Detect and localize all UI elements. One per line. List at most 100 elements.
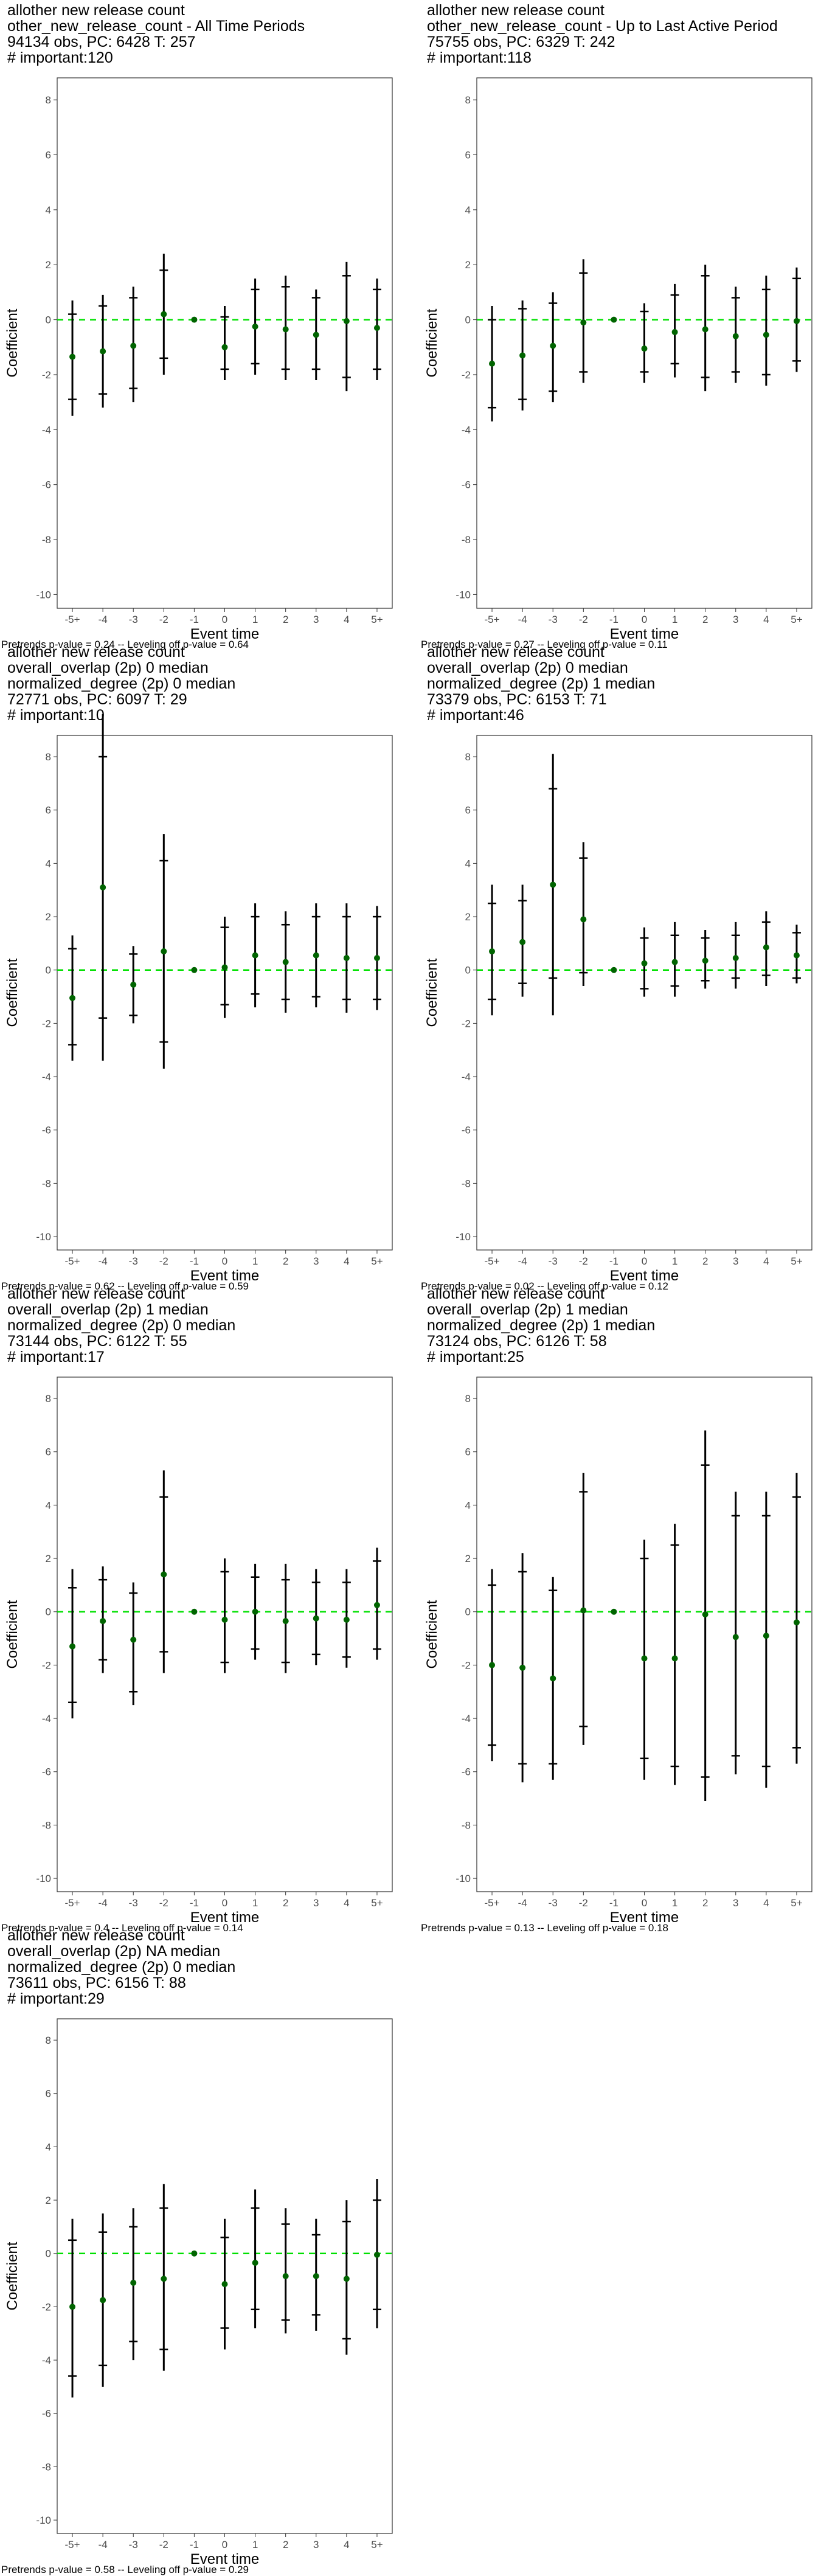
title-line: normalized_degree (2p) 1 median <box>427 675 656 692</box>
y-tick-label: -6 <box>42 1125 51 1136</box>
title-line: # important:46 <box>427 707 524 724</box>
y-tick-label: 2 <box>46 259 51 271</box>
y-tick-label: -8 <box>42 2461 51 2473</box>
y-axis-title: Coefficient <box>424 308 440 377</box>
x-tick-label: -1 <box>190 614 199 625</box>
coefficient-point <box>130 981 137 988</box>
coefficient-point <box>519 1664 526 1671</box>
coefficient-point <box>282 326 289 333</box>
chart-panel-1: allother new release count other_new_rele… <box>0 0 395 650</box>
coefficient-point <box>130 1636 137 1643</box>
panel-title: allother new release count other_new_rele… <box>7 2 305 66</box>
x-tick-label: -5+ <box>65 1897 80 1909</box>
title-line: 72771 obs, PC: 6097 T: 29 <box>7 691 187 708</box>
coefficient-point <box>550 881 556 888</box>
title-line: normalized_degree (2p) 0 median <box>7 1959 236 1976</box>
coefficient-point <box>343 318 350 324</box>
x-tick-label: -5+ <box>65 1255 80 1267</box>
title-line: # important:29 <box>7 1990 105 2007</box>
y-tick-label: -2 <box>462 1018 471 1029</box>
y-tick-label: -6 <box>462 1125 471 1136</box>
pvalue-footnote: Pretrends p-value = 0.58 -- Leveling off… <box>1 2564 249 2575</box>
title-line: 75755 obs, PC: 6329 T: 242 <box>427 33 615 50</box>
coefficient-point <box>489 360 496 367</box>
coefficient-point <box>489 1662 496 1668</box>
x-tick-label: 5+ <box>791 1255 802 1267</box>
coefficient-point <box>282 2273 289 2279</box>
y-tick-label: 2 <box>46 911 51 923</box>
x-tick-label: 2 <box>283 2539 288 2550</box>
x-tick-label: 0 <box>642 1897 647 1909</box>
x-tick-label: -5+ <box>65 614 80 625</box>
x-tick-label: -3 <box>129 2539 138 2550</box>
x-tick-label: -4 <box>518 1897 527 1909</box>
coefficient-point <box>191 2250 198 2257</box>
x-tick-label: -1 <box>609 614 618 625</box>
y-tick-label: -2 <box>42 2301 51 2313</box>
y-tick-label: 6 <box>465 150 471 161</box>
x-tick-label: -2 <box>579 1255 588 1267</box>
y-tick-label: 2 <box>465 259 471 271</box>
coefficient-point <box>732 333 739 339</box>
coefficient-point <box>763 944 769 951</box>
y-axis-title: Coefficient <box>4 2241 21 2310</box>
coefficient-point <box>282 1618 289 1625</box>
y-tick-label: -2 <box>42 369 51 381</box>
y-tick-label: 6 <box>46 2088 51 2100</box>
coefficient-point <box>100 884 106 890</box>
title-line: allother new release count <box>7 2 185 19</box>
pvalue-footnote: Pretrends p-value = 0.13 -- Leveling off… <box>421 1922 668 1934</box>
x-tick-label: 0 <box>222 1255 227 1267</box>
y-tick-label: -10 <box>36 589 51 600</box>
coefficient-point <box>282 959 289 965</box>
coefficient-point <box>580 319 587 326</box>
x-tick-label: 4 <box>344 1897 349 1909</box>
x-tick-label: 3 <box>313 614 319 625</box>
title-line: overall_overlap (2p) NA median <box>7 1943 221 1960</box>
x-tick-label: -3 <box>129 1255 138 1267</box>
coefficient-point <box>313 1615 319 1622</box>
coefficient-point <box>343 1616 350 1623</box>
coefficient-point <box>732 955 739 962</box>
coefficient-point <box>221 964 228 971</box>
x-tick-label: -4 <box>518 1255 527 1267</box>
y-tick-label: 0 <box>465 314 471 326</box>
coefficient-point <box>100 1618 106 1625</box>
x-tick-label: -5+ <box>485 1255 500 1267</box>
x-tick-label: 5+ <box>791 614 802 625</box>
y-axis-title: Coefficient <box>4 958 21 1027</box>
x-tick-label: 5+ <box>791 1897 802 1909</box>
coefficient-point <box>161 1571 167 1578</box>
x-tick-label: 3 <box>313 1897 319 1909</box>
y-tick-label: -4 <box>462 1713 471 1724</box>
title-line: allother new release count <box>427 2 604 19</box>
coefficient-point <box>221 344 228 350</box>
x-tick-label: 0 <box>642 614 647 625</box>
coefficient-point <box>373 325 380 332</box>
coefficient-point <box>550 1675 556 1682</box>
y-axis-title: Coefficient <box>4 1600 21 1668</box>
coefficient-point <box>100 2297 106 2303</box>
title-line: overall_overlap (2p) 0 median <box>7 659 209 676</box>
x-tick-label: -4 <box>99 1897 108 1909</box>
x-tick-label: -1 <box>190 1255 199 1267</box>
y-tick-label: 6 <box>46 1446 51 1458</box>
x-tick-label: 4 <box>344 614 349 625</box>
chart-panel-3: allother new release count overall_overla… <box>0 642 395 1292</box>
y-tick-label: -4 <box>462 1071 471 1083</box>
pvalue-footnote: Pretrends p-value = 0.24 -- Leveling off… <box>1 639 249 650</box>
x-tick-label: -4 <box>518 614 527 625</box>
coefficient-point <box>343 955 350 962</box>
x-tick-label: 3 <box>313 2539 319 2550</box>
y-tick-label: 2 <box>465 911 471 923</box>
y-tick-label: 4 <box>465 858 471 869</box>
y-tick-label: 0 <box>46 1606 51 1618</box>
title-line: # important:118 <box>427 49 532 66</box>
title-line: # important:25 <box>427 1349 524 1366</box>
y-tick-label: -2 <box>462 369 471 381</box>
x-tick-label: -4 <box>99 2539 108 2550</box>
x-tick-label: 3 <box>733 614 738 625</box>
